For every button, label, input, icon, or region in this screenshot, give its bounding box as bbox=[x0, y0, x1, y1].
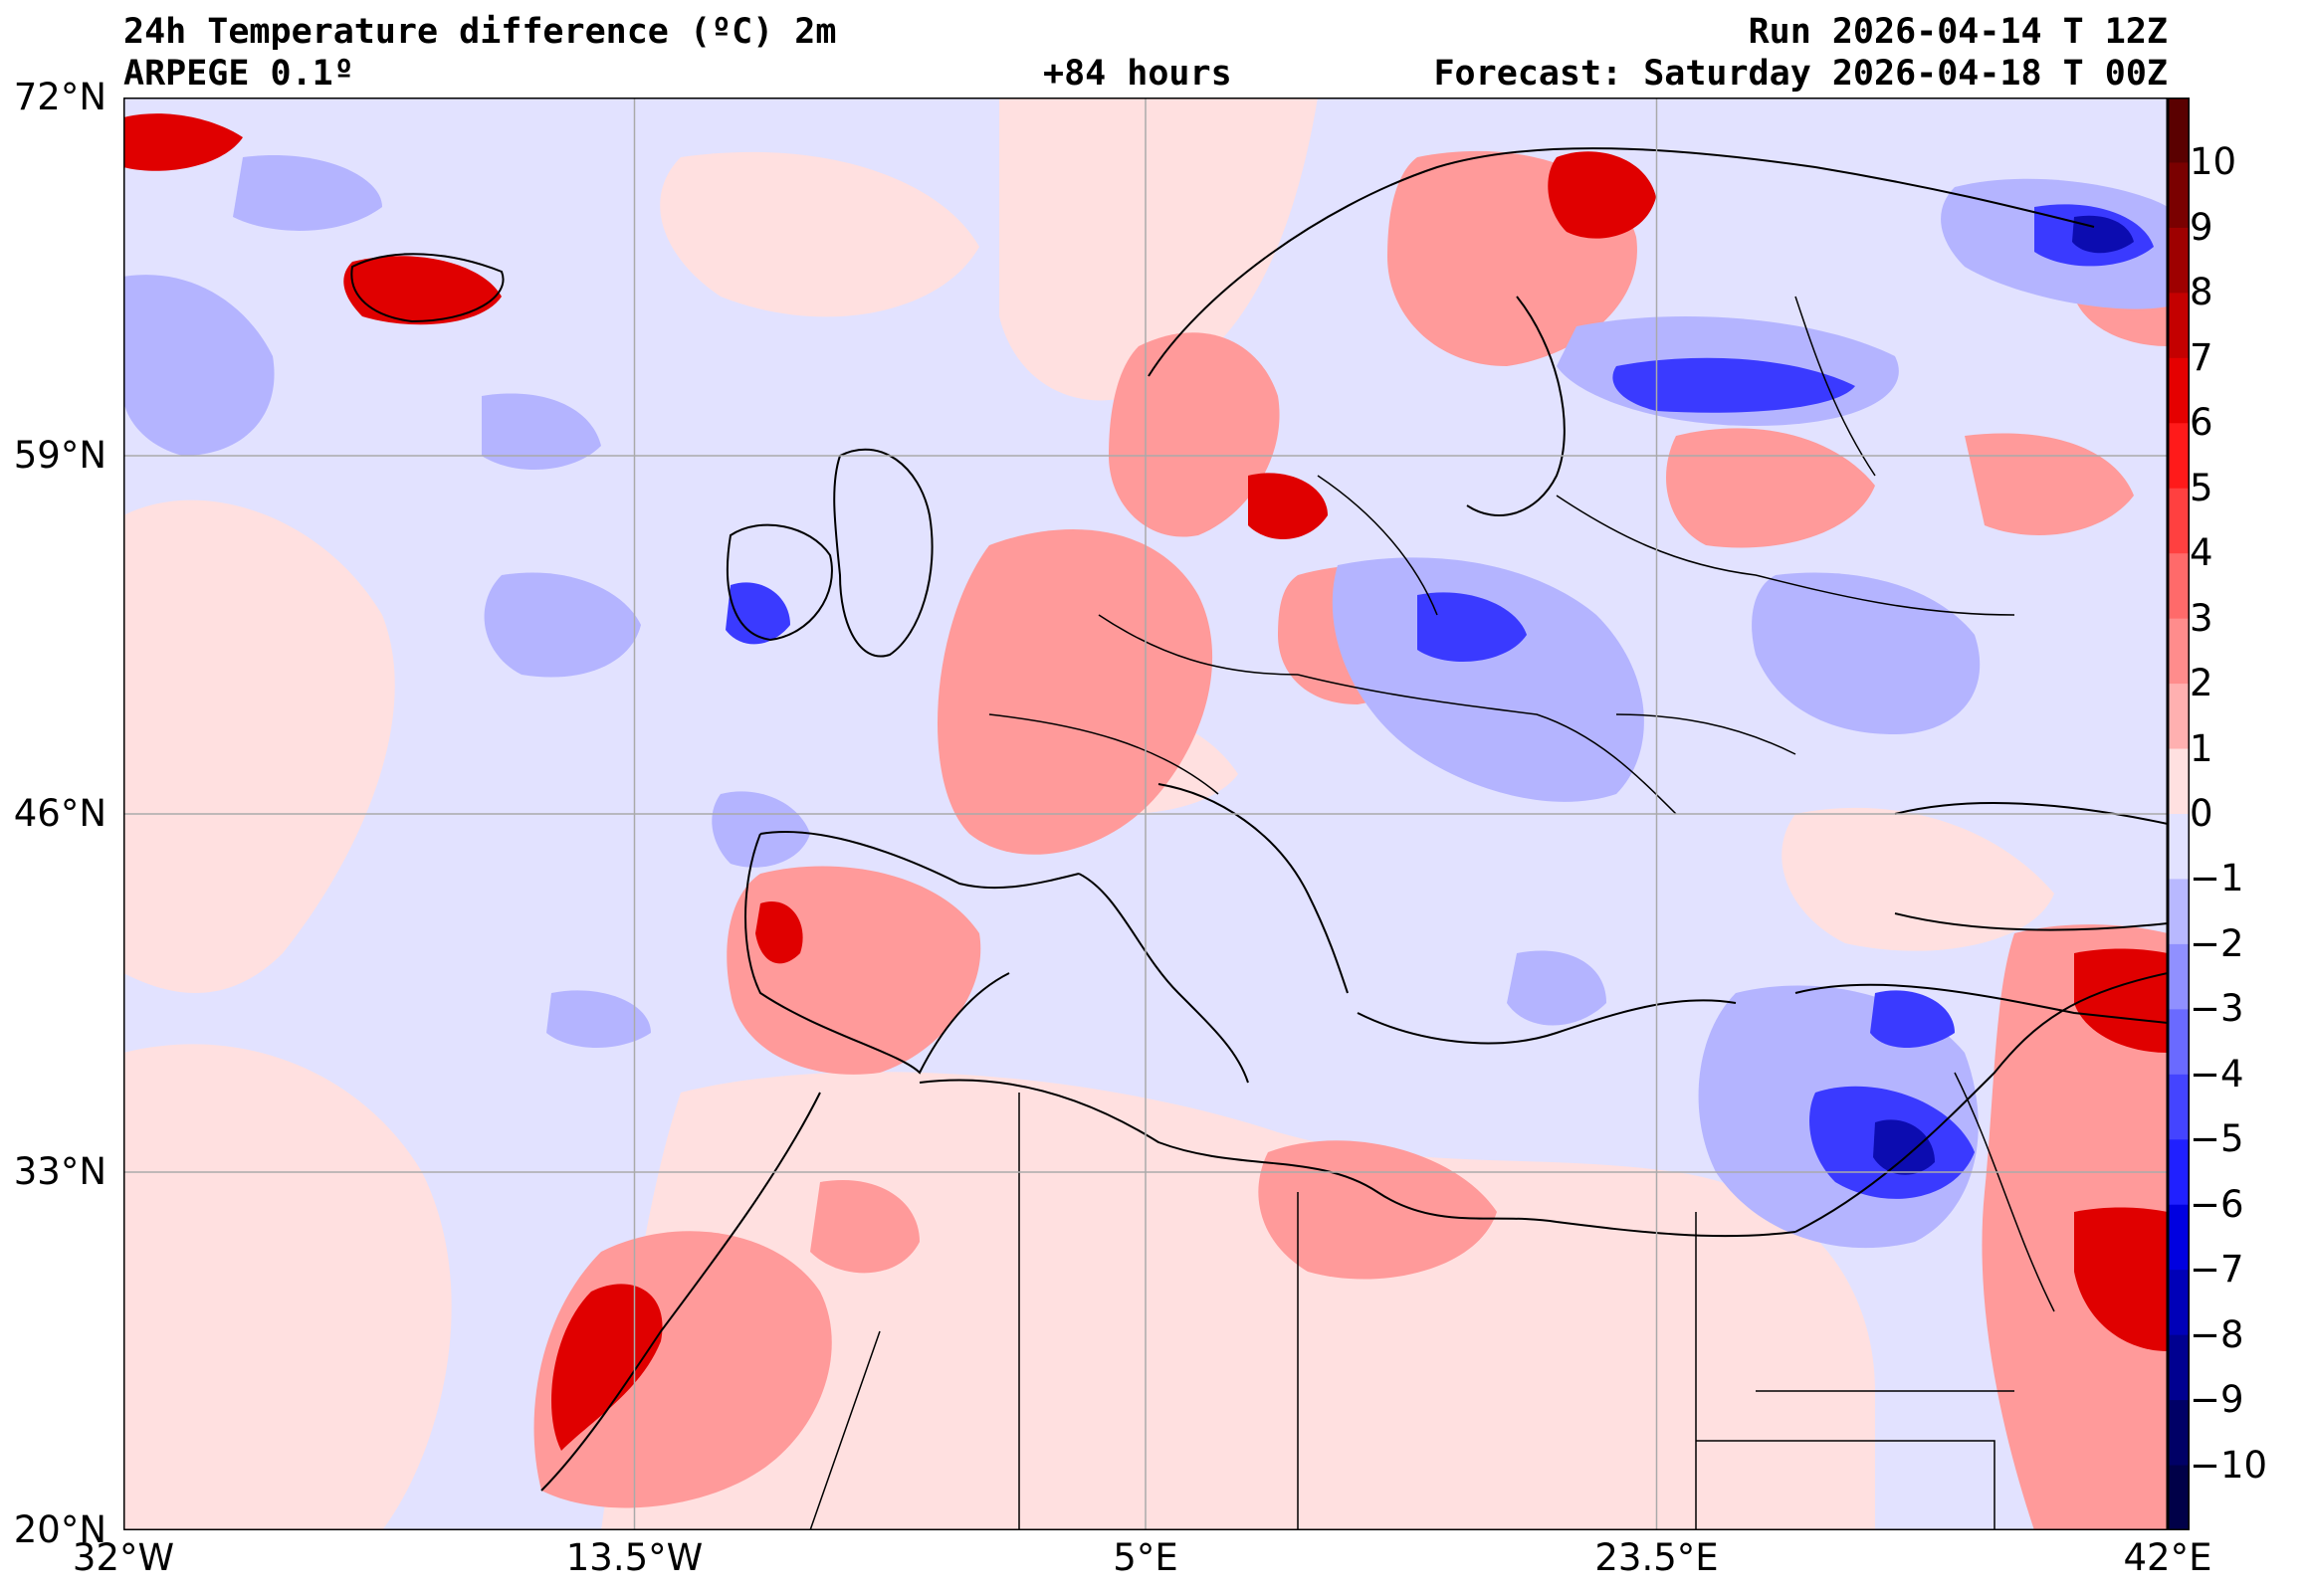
model-name: ARPEGE 0.1º bbox=[123, 54, 354, 94]
colorbar-band bbox=[2168, 814, 2190, 880]
cb-label: −10 bbox=[2190, 1443, 2268, 1487]
colorbar-band bbox=[2168, 1400, 2190, 1467]
temperature-difference-map bbox=[123, 98, 2168, 1530]
cb-label: −5 bbox=[2190, 1117, 2244, 1161]
colorbar-band bbox=[2168, 423, 2190, 490]
colorbar-band bbox=[2168, 357, 2190, 424]
colorbar-band bbox=[2168, 162, 2190, 229]
cb-label: 1 bbox=[2190, 726, 2213, 770]
colorbar-band bbox=[2168, 1074, 2190, 1140]
cb-label: 0 bbox=[2190, 792, 2213, 835]
cb-label: −4 bbox=[2190, 1052, 2244, 1096]
colorbar-band bbox=[2168, 98, 2190, 163]
colorbar-band bbox=[2168, 618, 2190, 685]
colorbar-band bbox=[2168, 684, 2190, 750]
lat-label-46N: 46°N bbox=[13, 792, 106, 835]
colorbar-band bbox=[2168, 748, 2190, 815]
lat-label-20N: 20°N bbox=[13, 1508, 106, 1551]
cb-label: −9 bbox=[2190, 1378, 2244, 1422]
lat-label-72N: 72°N bbox=[13, 76, 106, 118]
map-title: 24h Temperature difference (ºC) 2m bbox=[123, 12, 837, 52]
coastlines bbox=[350, 147, 2168, 1492]
forecast-valid-time: Forecast: Saturday 2026-04-18 T 00Z bbox=[1433, 54, 2168, 94]
colorbar-band bbox=[2168, 1139, 2190, 1206]
colorbar-band bbox=[2168, 1204, 2190, 1271]
cb-label: 2 bbox=[2190, 662, 2213, 705]
cb-label: −6 bbox=[2190, 1182, 2244, 1226]
colorbar-band bbox=[2168, 1334, 2190, 1401]
cb-label: 8 bbox=[2190, 271, 2213, 314]
colorbar-band bbox=[2168, 488, 2190, 554]
hot-cores bbox=[123, 113, 2168, 1451]
graticule bbox=[123, 98, 2168, 1530]
lat-label-59N: 59°N bbox=[13, 434, 106, 477]
country-borders bbox=[809, 296, 2055, 1530]
colorbar-band bbox=[2168, 553, 2190, 620]
lon-label-42E: 42°E bbox=[2123, 1536, 2212, 1579]
cb-label: −3 bbox=[2190, 987, 2244, 1031]
cb-label: −1 bbox=[2190, 857, 2244, 900]
lon-label-23.5E: 23.5°E bbox=[1594, 1536, 1719, 1579]
colorbar-band bbox=[2168, 293, 2190, 359]
map-frame bbox=[123, 98, 2168, 1530]
cb-label: 3 bbox=[2190, 596, 2213, 640]
lon-label-32W: 32°W bbox=[72, 1536, 175, 1579]
cb-label: 10 bbox=[2190, 140, 2237, 184]
cb-label: 9 bbox=[2190, 205, 2213, 249]
colorbar-band bbox=[2168, 943, 2190, 1010]
lon-label-13.5W: 13.5°W bbox=[565, 1536, 704, 1579]
colorbar-band bbox=[2168, 1270, 2190, 1336]
cb-label: 4 bbox=[2190, 531, 2213, 575]
colorbar-band bbox=[2168, 879, 2190, 945]
cb-label: −2 bbox=[2190, 921, 2244, 965]
cb-label: 5 bbox=[2190, 466, 2213, 509]
colorbar-band bbox=[2168, 227, 2190, 294]
cb-label: 7 bbox=[2190, 335, 2213, 379]
lat-label-33N: 33°N bbox=[13, 1150, 106, 1193]
forecast-lead-time: +84 hours bbox=[1043, 54, 1232, 94]
colorbar bbox=[2168, 98, 2190, 1530]
lon-label-5E: 5°E bbox=[1113, 1536, 1178, 1579]
cb-label: −8 bbox=[2190, 1312, 2244, 1356]
run-time: Run 2026-04-14 T 12Z bbox=[1748, 12, 2168, 52]
cb-label: 6 bbox=[2190, 401, 2213, 445]
colorbar-band bbox=[2168, 1009, 2190, 1076]
cb-label: −7 bbox=[2190, 1248, 2244, 1292]
colorbar-band bbox=[2168, 1465, 2190, 1530]
